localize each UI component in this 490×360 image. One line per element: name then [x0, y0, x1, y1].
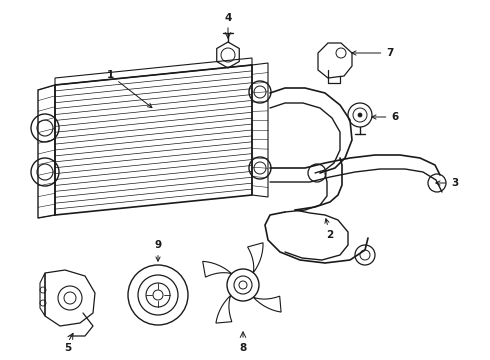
Text: 3: 3 [436, 178, 459, 188]
Text: 6: 6 [372, 112, 399, 122]
Text: 5: 5 [64, 343, 72, 353]
Text: 2: 2 [325, 219, 334, 240]
Text: 8: 8 [240, 343, 246, 353]
Circle shape [358, 113, 362, 117]
Text: 1: 1 [106, 70, 152, 108]
Text: 7: 7 [352, 48, 393, 58]
Text: 9: 9 [154, 240, 162, 261]
Text: 4: 4 [224, 13, 232, 23]
